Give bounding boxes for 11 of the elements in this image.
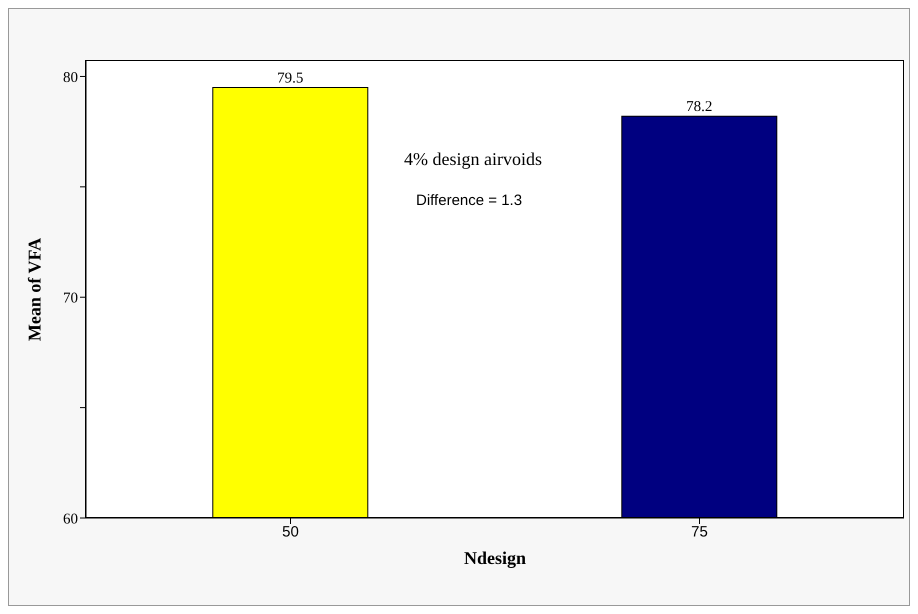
- y-axis-title: Mean of VFA: [24, 238, 44, 342]
- y-tick-label: 80: [63, 70, 78, 86]
- x-axis-title: Ndesign: [464, 548, 526, 568]
- y-tick-label: 60: [63, 511, 78, 528]
- annotation: Difference = 1.3: [416, 192, 522, 209]
- y-tick-label: 70: [63, 290, 78, 307]
- data-label: 79.5: [277, 70, 304, 86]
- x-tick-label: 50: [282, 524, 299, 541]
- annotation: 4% design airvoids: [404, 149, 542, 170]
- data-label: 78.2: [686, 99, 712, 116]
- x-tick-label: 75: [691, 524, 708, 541]
